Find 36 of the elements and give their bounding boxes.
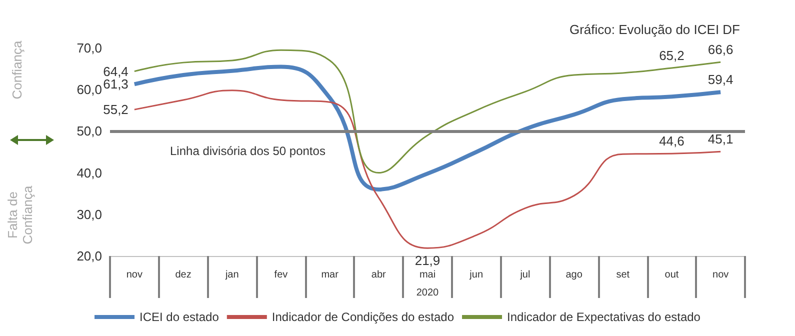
data-label: 44,6 xyxy=(659,134,684,149)
y-tick-label: 30,0 xyxy=(76,206,102,222)
x-tick-label: abr xyxy=(371,270,387,280)
x-tick-label: jun xyxy=(468,270,484,280)
data-label: 65,2 xyxy=(659,48,684,63)
legend-label: Indicador de Expectativas do estado xyxy=(507,310,701,324)
y-tick-label: 20,0 xyxy=(76,248,102,264)
text: Confiança xyxy=(10,40,24,100)
x-tick-label: jan xyxy=(224,270,239,280)
y-tick-label: 50,0 xyxy=(76,124,102,139)
data-label: 61,3 xyxy=(103,76,128,92)
data-label: 64,4 xyxy=(103,64,128,79)
x-tick-label: mar xyxy=(321,270,340,280)
x-tick-label: out xyxy=(664,270,679,280)
x-tick-label: dez xyxy=(175,270,192,280)
data-label: 59,4 xyxy=(708,72,734,88)
x-tick-label: nov xyxy=(712,270,729,280)
data-label: 45,1 xyxy=(708,132,734,147)
data-label: 55,2 xyxy=(103,102,128,118)
data-label: 66,6 xyxy=(708,42,734,58)
x-tick-label: mai xyxy=(419,270,436,280)
legend-label: ICEI do estado xyxy=(140,310,220,324)
ref-line-label: Linha divisória dos 50 pontos xyxy=(170,144,326,158)
x-tick-label: fev xyxy=(274,270,288,280)
y-tick-label: 70,0 xyxy=(76,40,102,56)
text: Falta de Confiança xyxy=(5,184,35,246)
x-tick-label: jul xyxy=(519,270,530,280)
y-tick-label: 40,0 xyxy=(76,165,102,180)
legend-label: Indicador de Condições do estado xyxy=(272,310,454,324)
y-tick-label: 60,0 xyxy=(76,82,102,98)
x-tick-label: set xyxy=(616,270,630,280)
x-tick-label: nov xyxy=(126,270,142,280)
x-tick-label: ago xyxy=(566,270,583,280)
data-label: 21,9 xyxy=(414,253,440,268)
x-axis-title: 2020 xyxy=(416,288,440,298)
chart-title: Gráfico: Evolução do ICEI DF xyxy=(569,22,740,37)
